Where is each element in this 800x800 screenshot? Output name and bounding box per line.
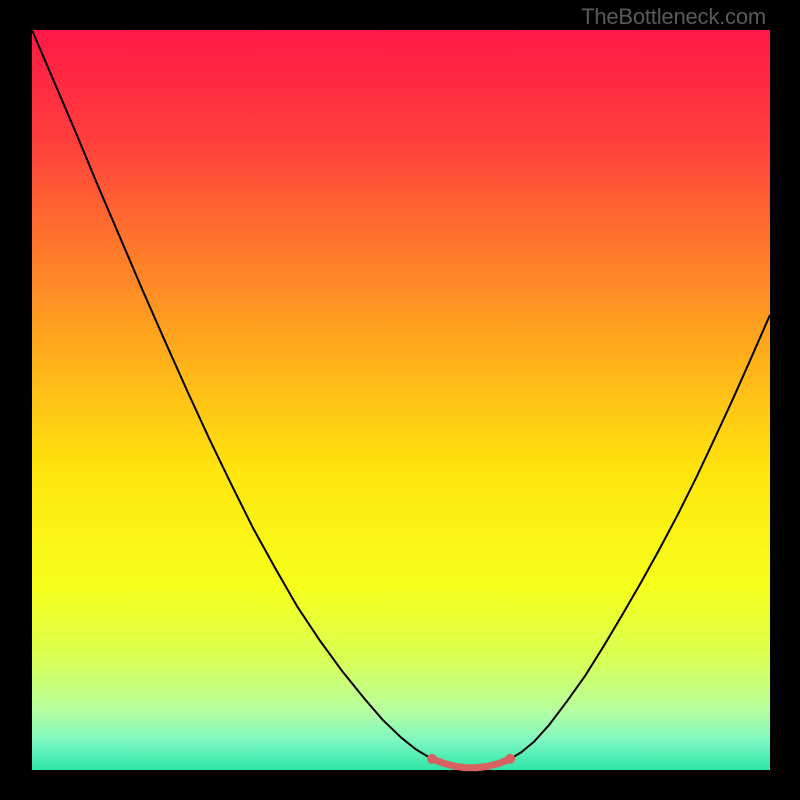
watermark-text: TheBottleneck.com [581, 4, 766, 30]
bottom-highlight-curve [432, 759, 510, 768]
bottom-highlight-marker-end [505, 754, 515, 764]
chart-svg-layer [0, 0, 800, 800]
main-curve [32, 30, 770, 768]
bottom-highlight-marker-start [427, 754, 437, 764]
